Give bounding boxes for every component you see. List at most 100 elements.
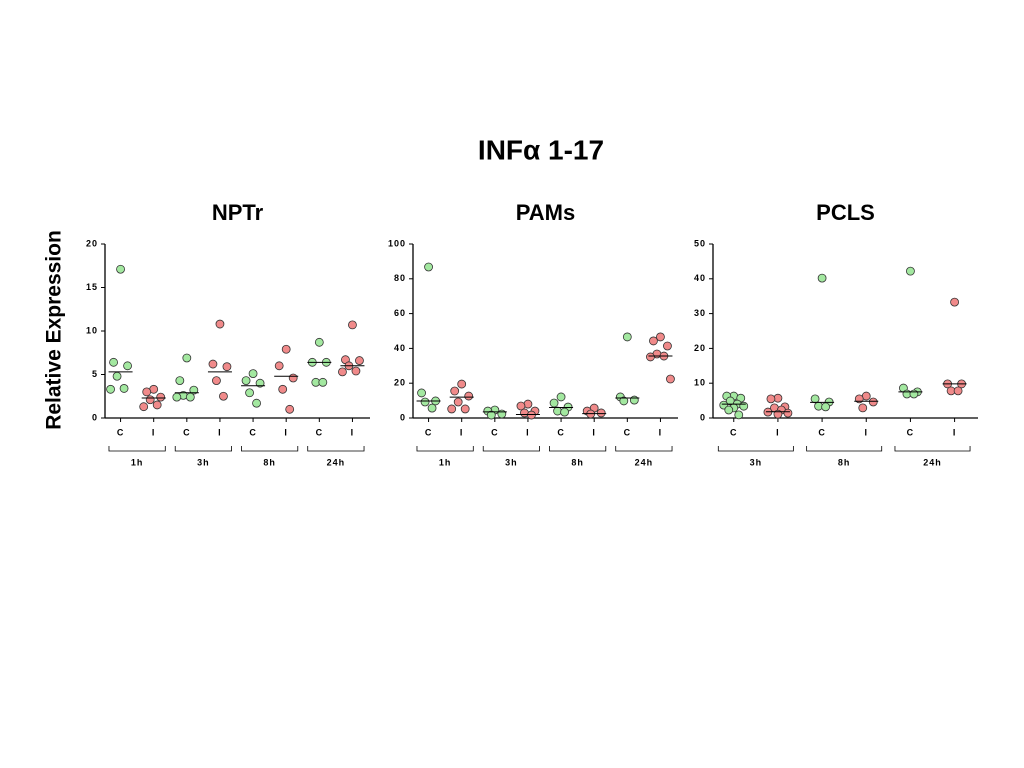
data-point (219, 391, 228, 401)
data-point (278, 384, 288, 394)
data-point (549, 398, 559, 408)
group-label: 8h (571, 457, 584, 467)
x-tick-label: C (907, 427, 915, 437)
data-point (355, 356, 364, 365)
x-tick-label: I (152, 427, 156, 437)
data-point (464, 391, 474, 401)
x-tick-label: C (557, 427, 565, 437)
data-point (172, 392, 182, 402)
x-tick-label: C (425, 427, 433, 437)
y-tick-label: 5 (92, 369, 98, 379)
panel-title: PAMs (516, 200, 576, 225)
data-point (453, 397, 463, 407)
data-point (724, 405, 734, 415)
data-point (245, 388, 254, 398)
data-point (560, 407, 569, 417)
data-point (145, 395, 155, 405)
data-point (497, 409, 507, 419)
data-point (619, 396, 629, 406)
y-tick-label: 40 (394, 343, 406, 353)
data-point (119, 384, 129, 393)
data-point (139, 402, 149, 412)
group-bracket (615, 446, 673, 452)
y-tick-label: 20 (394, 378, 406, 388)
panel-title: PCLS (816, 200, 875, 225)
group-label: 8h (263, 457, 276, 467)
group-bracket (307, 446, 365, 452)
x-tick-label: C (730, 427, 738, 437)
main-title: INFα 1-17 (478, 134, 604, 165)
data-point (424, 262, 433, 272)
data-point (248, 369, 258, 379)
x-tick-label: C (316, 427, 324, 437)
x-tick-label: C (183, 427, 191, 437)
x-tick-label: I (592, 427, 596, 437)
data-point (348, 320, 357, 330)
y-tick-label: 20 (86, 238, 98, 248)
data-point (182, 353, 192, 363)
data-point (766, 394, 776, 404)
x-tick-label: C (491, 427, 499, 437)
data-point (152, 400, 162, 410)
x-tick-label: C (117, 427, 125, 437)
data-point (663, 341, 672, 351)
group-label: 3h (750, 457, 763, 467)
data-point (656, 332, 665, 342)
y-tick-label: 40 (694, 273, 706, 283)
data-point (208, 359, 218, 369)
x-tick-label: C (624, 427, 632, 437)
data-point (817, 273, 827, 283)
group-label: 1h (439, 457, 452, 467)
group-label: 8h (838, 457, 851, 467)
data-point (516, 401, 526, 411)
data-point (629, 395, 639, 405)
data-point (734, 410, 744, 420)
data-point (783, 408, 793, 418)
data-point (314, 337, 324, 347)
panel-title: NPTr (212, 200, 264, 225)
data-point (116, 264, 125, 274)
data-point (666, 374, 675, 384)
data-point (486, 410, 496, 420)
data-point (106, 384, 115, 394)
data-point (427, 403, 437, 413)
data-point (241, 376, 251, 385)
x-tick-label: I (526, 427, 530, 437)
data-point (252, 398, 261, 408)
y-tick-label: 60 (394, 308, 406, 318)
data-point (447, 404, 457, 414)
data-point (906, 266, 915, 276)
y-tick-label: 0 (92, 412, 98, 422)
group-bracket (174, 446, 232, 452)
x-tick-label: I (659, 427, 663, 437)
data-point (142, 387, 152, 397)
data-point (460, 404, 470, 414)
data-point (189, 385, 199, 395)
data-point (868, 397, 878, 407)
data-point (417, 388, 426, 398)
y-tick-label: 20 (694, 343, 706, 353)
data-point (109, 357, 118, 367)
x-tick-label: I (218, 427, 222, 437)
x-tick-label: C (818, 427, 826, 437)
group-label: 3h (197, 457, 210, 467)
data-point (222, 362, 232, 372)
data-point (112, 371, 122, 381)
data-point (646, 352, 655, 362)
data-point (281, 344, 291, 354)
group-bracket (108, 446, 166, 452)
data-point (649, 336, 658, 346)
data-point (215, 319, 225, 329)
data-point (420, 397, 430, 407)
group-bracket (416, 446, 474, 452)
group-bracket (806, 446, 883, 452)
data-point (950, 297, 959, 307)
group-bracket (894, 446, 971, 452)
x-tick-label: C (249, 427, 257, 437)
data-point (622, 332, 632, 342)
x-tick-label: I (953, 427, 957, 437)
x-tick-label: I (865, 427, 869, 437)
data-point (185, 392, 195, 402)
y-tick-label: 30 (694, 308, 706, 318)
